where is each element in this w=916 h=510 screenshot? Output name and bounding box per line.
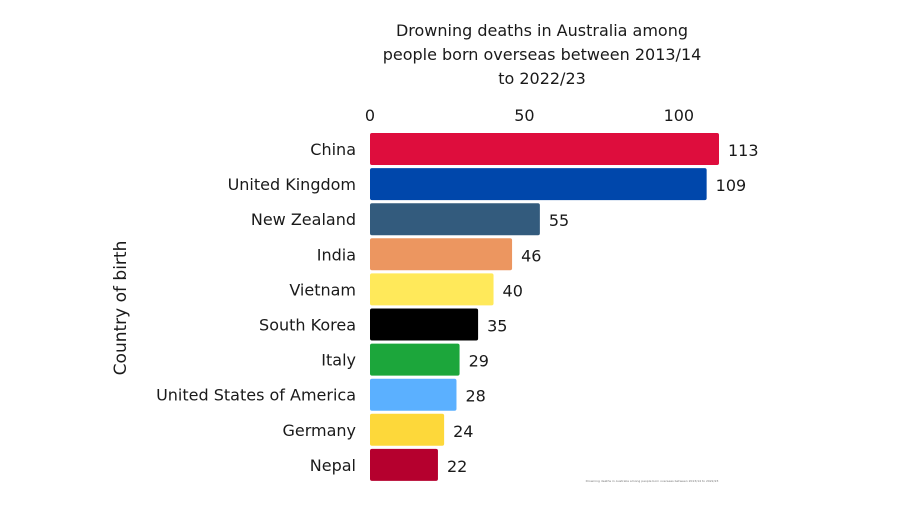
y-axis-label: Country of birth <box>111 241 131 376</box>
chart-title: Drowning deaths in Australia among peopl… <box>383 21 702 88</box>
value-label: 109 <box>716 176 747 195</box>
value-label: 55 <box>549 211 569 230</box>
value-label: 113 <box>728 141 759 160</box>
category-label: Germany <box>282 421 356 440</box>
category-label: Italy <box>321 351 356 370</box>
value-label: 40 <box>503 281 523 300</box>
category-label: United Kingdom <box>228 175 356 194</box>
chart-title-line-3: to 2022/23 <box>498 69 586 88</box>
category-label: New Zealand <box>251 210 356 229</box>
chart-title-line-2: people born overseas between 2013/14 <box>383 45 702 64</box>
category-label: South Korea <box>259 316 356 335</box>
bar <box>370 308 479 341</box>
x-tick-label: 0 <box>365 106 375 125</box>
x-tick-label: 100 <box>664 106 695 125</box>
bar <box>370 133 719 165</box>
value-label: 46 <box>521 246 541 265</box>
x-tick-label: 50 <box>514 106 534 125</box>
footnote: Drowning deaths in Australia among peopl… <box>586 479 719 483</box>
category-label: India <box>317 245 356 264</box>
bar <box>370 378 457 411</box>
bar <box>370 168 707 201</box>
category-label: China <box>310 140 356 159</box>
value-label: 29 <box>469 352 489 371</box>
value-label: 35 <box>487 317 507 336</box>
category-labels: China United Kingdom New Zealand India Vietn… <box>156 140 356 475</box>
category-label: Vietnam <box>289 280 356 299</box>
bars <box>370 133 719 481</box>
x-axis-ticks: 0 50 100 <box>365 106 694 125</box>
bar <box>370 343 460 376</box>
category-label: Nepal <box>310 456 356 475</box>
value-label: 28 <box>465 387 485 406</box>
value-label: 22 <box>447 457 467 476</box>
category-label: United States of America <box>156 386 356 405</box>
value-label: 24 <box>453 422 473 441</box>
bar <box>370 413 445 446</box>
chart-title-line-1: Drowning deaths in Australia among <box>396 21 688 40</box>
bar <box>370 238 513 271</box>
bar <box>370 273 494 306</box>
bar <box>370 448 438 481</box>
value-labels: 113 109 55 46 40 35 29 28 24 22 <box>447 141 759 476</box>
bar <box>370 203 540 236</box>
